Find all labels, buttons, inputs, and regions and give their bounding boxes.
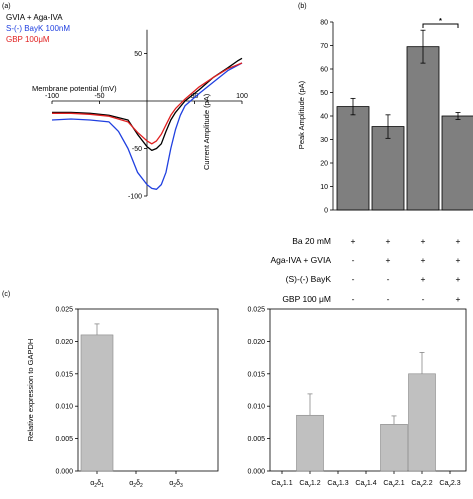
condition-mark: + (455, 274, 461, 284)
significance-bracket (422, 23, 459, 28)
condition-label: GBP 100 μM (282, 294, 331, 304)
x-tick-label: α2δ2 (129, 480, 143, 489)
legend-label-black: GVIA + Aga-IVA (6, 13, 63, 22)
condition-mark: - (386, 294, 390, 304)
panel-label-c: (c) (2, 291, 11, 298)
condition-mark: + (350, 236, 356, 246)
y-tick-label: 0.025 (247, 307, 265, 314)
x-tick-label: Cav1.1 (271, 480, 292, 489)
y-tick-label: 0.010 (55, 404, 73, 411)
condition-mark: + (385, 236, 391, 246)
x-tick-label: 50 (191, 93, 199, 100)
panel-label-a: (a) (2, 3, 11, 10)
condition-mark: + (455, 294, 461, 304)
y-tick-label: 80 (320, 20, 328, 27)
x-tick-label: -100 (45, 93, 59, 100)
condition-mark: + (420, 274, 426, 284)
x-tick-label: Cav1.2 (299, 480, 320, 489)
x-tick-label: Cav1.4 (355, 480, 376, 489)
bar (336, 106, 370, 211)
y-tick-label: 50 (320, 90, 328, 97)
condition-label: Aga-IVA + GVIA (270, 255, 331, 265)
y-axis-label: Relative expression to GAPDH (26, 339, 35, 442)
y-axis-label: Current Amplitude (pA) (202, 93, 211, 170)
x-tick-label: α2δ3 (169, 480, 183, 489)
x-tick-label: Cav2.1 (383, 480, 404, 489)
y-tick-label: 50 (134, 51, 142, 58)
x-tick-label: Cav2.2 (411, 480, 432, 489)
peak-amplitude-chart: 0 10 20 30 40 50 60 70 80 Peak Amplitude (pA) * (297, 16, 473, 215)
bar (380, 424, 408, 472)
bar (406, 46, 440, 211)
y-tick-label: 0.020 (55, 339, 73, 346)
y-tick-label: 0.025 (55, 307, 73, 314)
y-tick-label: 0.000 (55, 469, 73, 476)
x-tick-label: Cav2.3 (439, 480, 460, 489)
condition-mark: + (455, 236, 461, 246)
bar (296, 414, 324, 472)
x-tick-label: 100 (236, 93, 248, 100)
series-line-1 (51, 62, 243, 190)
condition-mark: - (421, 294, 425, 304)
alpha2delta-expression-chart: 0.000 0.005 0.010 0.015 0.020 0.025 Relative e… (26, 307, 219, 489)
y-tick-label: 0.005 (55, 436, 73, 443)
condition-mark: + (420, 236, 426, 246)
bar (408, 373, 436, 472)
bar (371, 126, 405, 211)
legend-item-blue: S-(-) BayK 100nM (6, 24, 70, 33)
y-tick-label: 30 (320, 137, 328, 144)
plot-frame (77, 308, 219, 472)
significance-star: * (439, 16, 442, 25)
condition-label: (S)-(-) BayK (285, 274, 331, 284)
y-tick-label: 70 (320, 43, 328, 50)
x-tick-label: Cav1.3 (327, 480, 348, 489)
bar (80, 334, 114, 472)
y-tick-label: 0.010 (247, 404, 265, 411)
condition-mark: + (420, 255, 426, 265)
y-tick-label: 0.015 (55, 371, 73, 378)
legend-item-red: GBP 100μM (6, 35, 50, 44)
y-tick-label: 0.020 (247, 339, 265, 346)
y-tick-label: 20 (320, 161, 328, 168)
x-tick-label: α2δ1 (90, 480, 104, 489)
y-tick-label: 60 (320, 67, 328, 74)
legend-label-blue: S-(-) BayK 100nM (6, 24, 71, 33)
condition-mark: - (351, 255, 355, 265)
y-tick-label: 0.005 (247, 436, 265, 443)
plot-frame (269, 308, 467, 472)
series-line-2 (52, 62, 243, 145)
y-tick-label: -50 (132, 146, 142, 153)
y-tick-label: 0.000 (247, 469, 265, 476)
bar (441, 115, 473, 211)
panel-label-b: (b) (298, 3, 307, 10)
condition-mark: + (385, 255, 391, 265)
y-tick-label: 0.015 (247, 371, 265, 378)
y-tick-label: -100 (128, 194, 142, 201)
cav-expression-chart: 0.000 0.005 0.010 0.015 0.020 0.025 Cav1.1 Cav1… (247, 307, 467, 489)
condition-mark: - (351, 294, 355, 304)
y-tick-label: 40 (320, 114, 328, 121)
y-tick-label: 10 (320, 184, 328, 191)
legend-label-red: GBP 100μM (6, 35, 50, 44)
condition-mark: - (386, 274, 390, 284)
condition-label: Ba 20 mM (292, 236, 331, 246)
y-tick-label: 0 (324, 208, 328, 215)
x-tick-label: -50 (94, 93, 104, 100)
condition-mark: - (351, 274, 355, 284)
legend-item-black: GVIA + Aga-IVA (6, 13, 63, 22)
y-axis-label: Peak Amplitude (pA) (297, 80, 306, 149)
x-axis-label: Membrane potential (mV) (32, 84, 117, 93)
condition-mark: + (455, 255, 461, 265)
